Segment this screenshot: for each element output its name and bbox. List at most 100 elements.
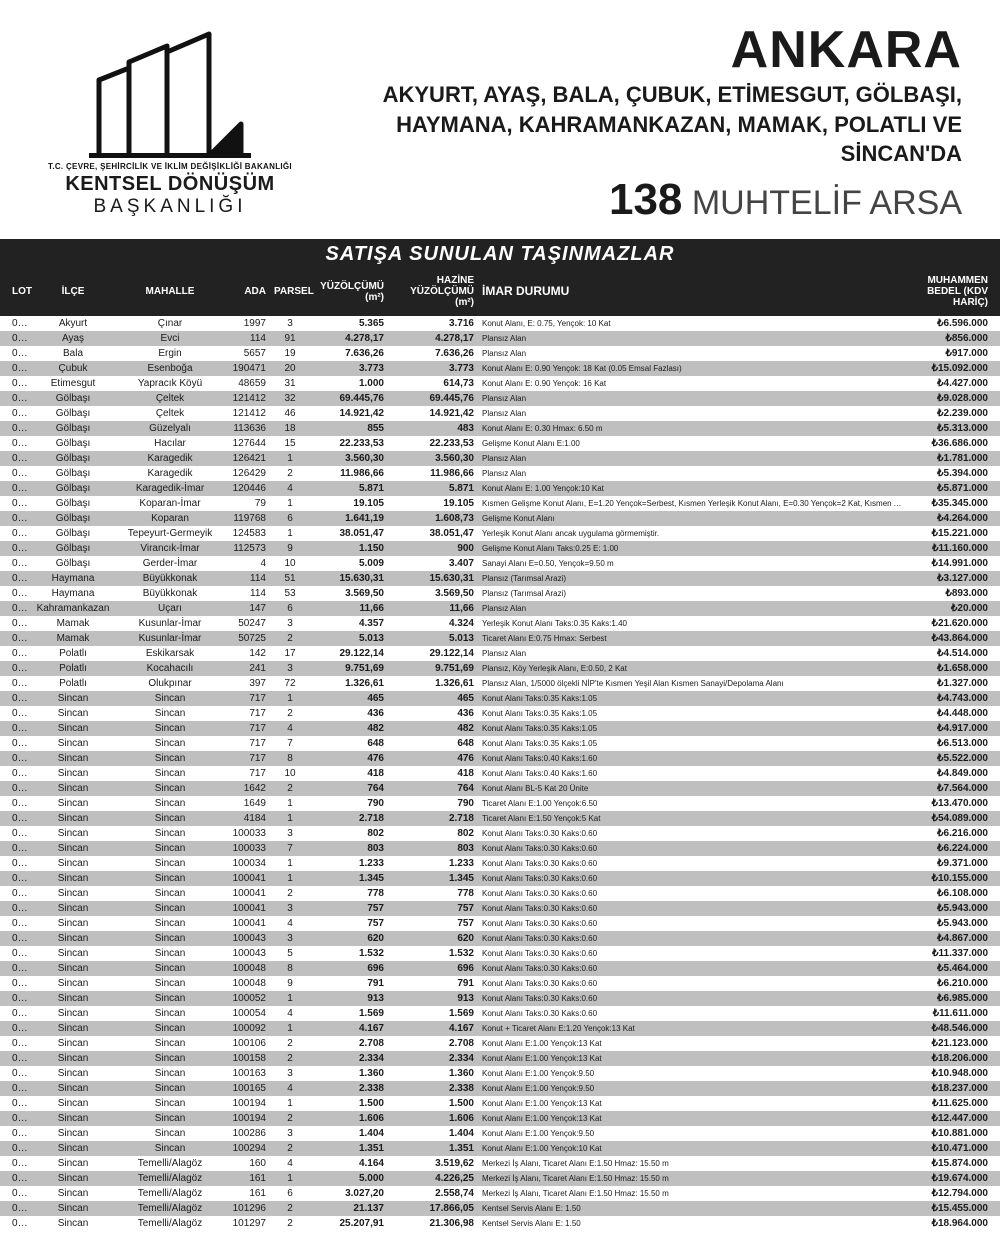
cell: ₺6.985.000 [908,991,1000,1006]
cell: 4 [270,721,310,736]
cell: 790 [388,796,478,811]
table-row: 050SincanSincan10015822.3342.334Konut Al… [0,1051,1000,1066]
cell: Sincan [116,1021,224,1036]
cell: Konut + Ticaret Alanı E:1.20 Yençok:13 K… [478,1021,908,1036]
cell: Polatlı [30,646,116,661]
cell: 11,66 [310,601,388,616]
cell: Sincan [30,1156,116,1171]
cell: Kahramankazan [30,601,116,616]
cell: 005 [0,376,30,391]
cell: 418 [388,766,478,781]
cell: 5.871 [388,481,478,496]
cell: 913 [388,991,478,1006]
cell: Haymana [30,586,116,601]
cell: Sincan [30,1201,116,1216]
cell: Sincan [30,796,116,811]
cell: 4 [270,1006,310,1021]
cell: 2 [270,1201,310,1216]
cell: Sincan [116,826,224,841]
cell: 620 [310,931,388,946]
cell: 4.357 [310,616,388,631]
cell: Konut Alanı Taks:0.35 Kaks:1.05 [478,721,908,736]
cell: 8 [270,961,310,976]
cell: Polatlı [30,676,116,691]
cell: 1.569 [310,1006,388,1021]
cell: 6 [270,601,310,616]
cell: 101296 [224,1201,270,1216]
cell: 1.360 [310,1066,388,1081]
cell: 010 [0,451,30,466]
cell: Ticaret Alanı E:1.00 Yençok:6.50 [478,796,908,811]
cell: Merkezi İş Alanı, Ticaret Alanı E:1.50 H… [478,1186,908,1201]
table-row: 034SincanSincan418412.7182.718Ticaret Al… [0,811,1000,826]
cell: 039 [0,886,30,901]
cell: ₺36.686.000 [908,436,1000,451]
cell: Merkezi İş Alanı, Ticaret Alanı E:1.50 H… [478,1171,908,1186]
cell: 029 [0,736,30,751]
cell: 2.338 [310,1081,388,1096]
cell: 22.233,53 [388,436,478,451]
cell: ₺11.337.000 [908,946,1000,961]
cell: 119768 [224,511,270,526]
cell: Sincan [116,706,224,721]
cell: 10 [270,556,310,571]
table-row: 047SincanSincan10005441.5691.569Konut Al… [0,1006,1000,1021]
cell: 1997 [224,316,270,331]
cell: 100043 [224,946,270,961]
cell: Sincan [30,976,116,991]
cell: 018 [0,571,30,586]
cell: Evci [116,331,224,346]
cell: Konut Alanı Taks:0.30 Kaks:0.60 [478,901,908,916]
cell: Plansız Alan [478,331,908,346]
cell: 2 [270,466,310,481]
cell: 006 [0,391,30,406]
cell: Hacılar [116,436,224,451]
cell: Karagedik [116,451,224,466]
cell: 5.871 [310,481,388,496]
cell: 2.558,74 [388,1186,478,1201]
cell: 482 [388,721,478,736]
cell: 100092 [224,1021,270,1036]
table-row: 011GölbaşıKaragedik126429211.986,6611.98… [0,466,1000,481]
cell: 1.606 [310,1111,388,1126]
cell: 051 [0,1066,30,1081]
cell: 4 [270,1156,310,1171]
cell: 8 [270,751,310,766]
cell: ₺893.000 [908,586,1000,601]
cell: ₺4.448.000 [908,706,1000,721]
cell: 717 [224,751,270,766]
cell: Gölbaşı [30,466,116,481]
cell: 436 [388,706,478,721]
table-row: 059SincanTemelli/Alagöz16163.027,202.558… [0,1186,1000,1201]
cell: Sincan [116,931,224,946]
cell: Kusunlar-İmar [116,631,224,646]
cell: 69.445,76 [388,391,478,406]
cell: Sincan [30,886,116,901]
cell: 4 [270,481,310,496]
cell: Akyurt [30,316,116,331]
cell: 1 [270,1171,310,1186]
cell: 1.326,61 [310,676,388,691]
cell: Ticaret Alanı E:0.75 Hmax: Serbest [478,631,908,646]
cell: 027 [0,706,30,721]
cell: 026 [0,691,30,706]
table-row: 015GölbaşıTepeyurt-Germeyik124583138.051… [0,526,1000,541]
cell: 020 [0,601,30,616]
table-row: 017GölbaşıGerder-İmar4105.0093.407Sanayi… [0,556,1000,571]
cell: 100286 [224,1126,270,1141]
table-row: 020KahramankazanUçarı147611,6611,66Plans… [0,601,1000,616]
title-block: ANKARA AKYURT, AYAŞ, BALA, ÇUBUK, ETİMES… [310,20,970,225]
cell: 397 [224,676,270,691]
cell: Konut Alanı Taks:0.30 Kaks:0.60 [478,976,908,991]
cell: 2 [270,706,310,721]
cell: 1 [270,991,310,1006]
cell: Uçarı [116,601,224,616]
cell: 19.105 [388,496,478,511]
cell: Sincan [116,796,224,811]
cell: ₺4.427.000 [908,376,1000,391]
table-head: LOT İLÇE MAHALLE ADA PARSEL YÜZÖLÇÜMÜ (m… [0,269,1000,316]
cell: 29.122,14 [388,646,478,661]
cell: ₺15.874.000 [908,1156,1000,1171]
cell: Sincan [30,766,116,781]
cell: Sincan [116,1006,224,1021]
